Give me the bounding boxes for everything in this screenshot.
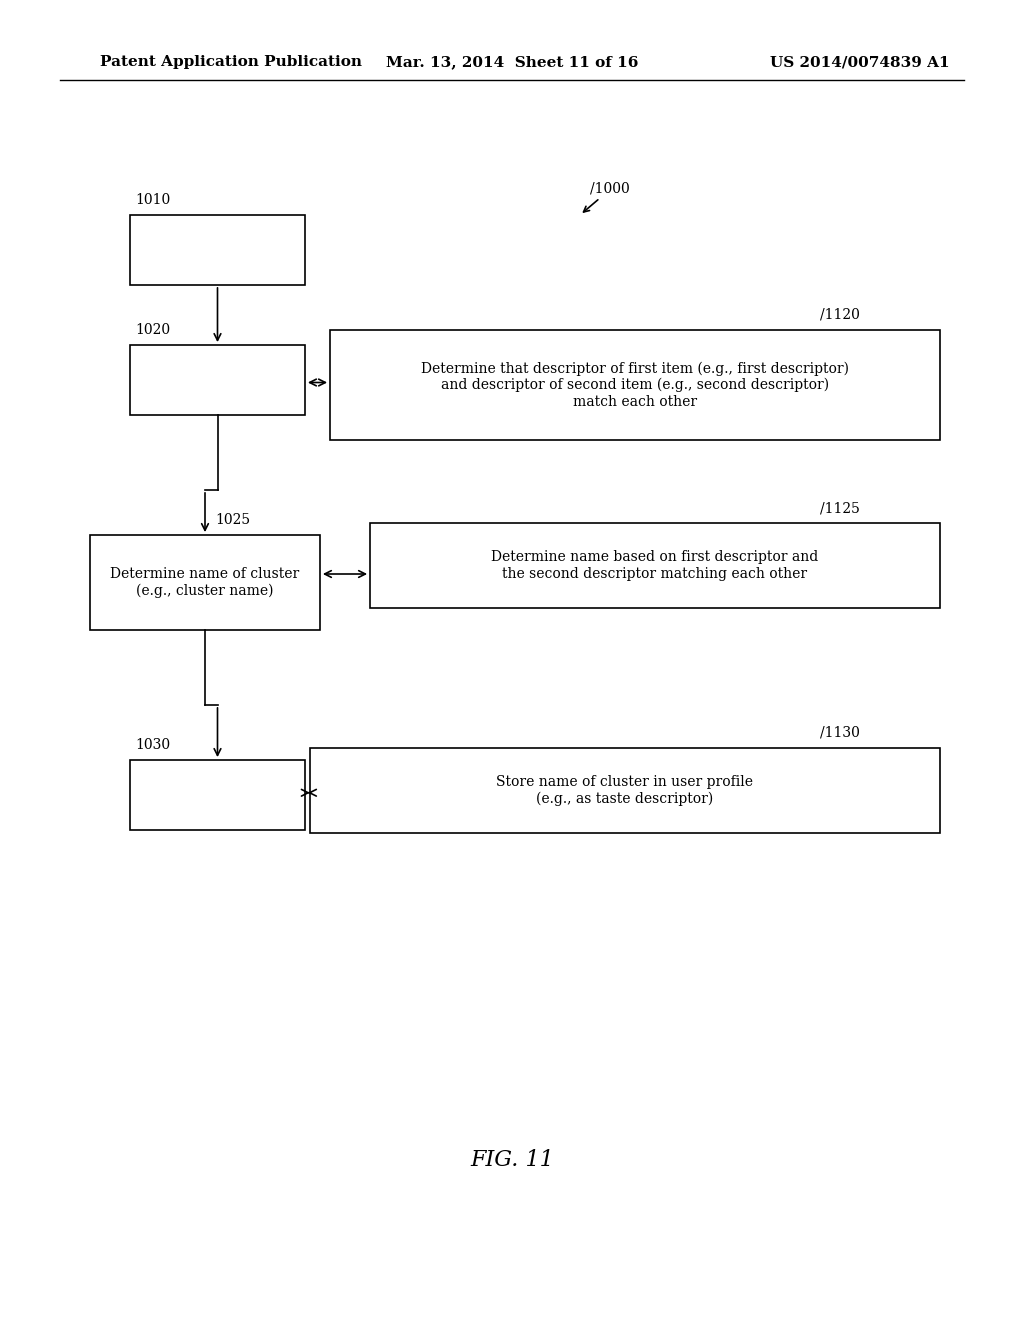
Text: 1020: 1020 [135, 323, 170, 337]
Text: Patent Application Publication: Patent Application Publication [100, 55, 362, 69]
Text: 1010: 1010 [135, 193, 170, 207]
Bar [130, 215, 305, 285]
Text: /1125: /1125 [820, 502, 860, 515]
Text: 1030: 1030 [135, 738, 170, 752]
Text: Determine that descriptor of first item (e.g., first descriptor)
and descriptor : Determine that descriptor of first item … [421, 362, 849, 409]
Text: Mar. 13, 2014  Sheet 11 of 16: Mar. 13, 2014 Sheet 11 of 16 [386, 55, 638, 69]
Text: Determine name of cluster
(e.g., cluster name): Determine name of cluster (e.g., cluster… [111, 568, 300, 598]
Text: Store name of cluster in user profile
(e.g., as taste descriptor): Store name of cluster in user profile (e… [497, 775, 754, 805]
Bar [90, 535, 319, 630]
Bar [310, 748, 940, 833]
Bar [130, 345, 305, 414]
Text: /1130: /1130 [820, 726, 860, 741]
Text: /1000: /1000 [590, 181, 630, 195]
Text: Determine name based on first descriptor and
the second descriptor matching each: Determine name based on first descriptor… [492, 550, 818, 581]
Bar [130, 760, 305, 830]
Bar [330, 330, 940, 440]
Bar [370, 523, 940, 609]
Text: 1025: 1025 [215, 513, 250, 527]
Text: US 2014/0074839 A1: US 2014/0074839 A1 [770, 55, 950, 69]
Text: FIG. 11: FIG. 11 [470, 1148, 554, 1171]
Text: /1120: /1120 [820, 308, 860, 322]
